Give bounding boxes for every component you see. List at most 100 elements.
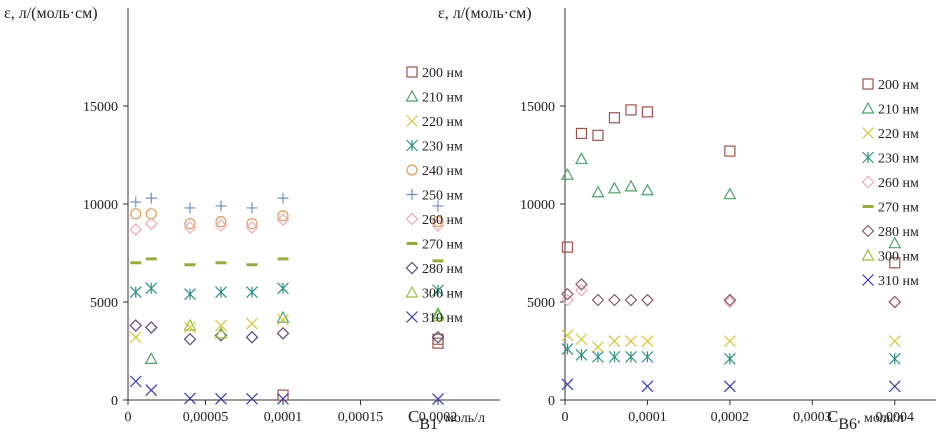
x-axis-label-main: С (827, 407, 838, 426)
data-point (183, 221, 197, 234)
y-tick-label: 15000 (520, 100, 555, 115)
data-point (432, 216, 444, 228)
legend-label: 230 нм (878, 152, 919, 167)
legend-marker (406, 115, 418, 127)
x-tick-label: 0,0004 (876, 410, 915, 425)
data-point (245, 330, 259, 344)
data-point (144, 352, 158, 364)
legend-label: 300 нм (878, 250, 919, 265)
legend-marker (406, 311, 418, 323)
legend-marker (862, 274, 874, 286)
data-point (276, 213, 290, 227)
data-point (432, 200, 444, 212)
data-point (246, 286, 258, 299)
data-point (145, 384, 158, 397)
legend-label: 270 нм (422, 238, 463, 253)
legend-label: 310 нм (422, 311, 463, 326)
data-point (625, 104, 637, 116)
data-point (575, 348, 588, 361)
x-axis-label-main: С (408, 407, 419, 426)
legend-marker (862, 151, 874, 164)
legend-label: 280 нм (422, 262, 463, 277)
data-point (130, 261, 142, 265)
data-point (591, 185, 605, 198)
data-point (592, 341, 604, 354)
legend-label: 220 нм (422, 115, 463, 130)
legend-label: 200 нм (422, 66, 463, 81)
series-7 (129, 213, 445, 236)
legend-label: 300 нм (422, 287, 463, 302)
data-point (641, 293, 654, 307)
data-point (561, 287, 574, 301)
legend-marker (862, 78, 874, 90)
legend-marker (406, 164, 418, 176)
data-point (277, 192, 289, 204)
data-point (145, 192, 157, 204)
series-5 (130, 208, 444, 230)
data-point (888, 295, 902, 309)
y-tick-label: 0 (111, 394, 118, 409)
data-point (130, 208, 142, 220)
data-point (245, 221, 259, 234)
data-point (277, 389, 289, 401)
data-point (607, 181, 621, 194)
data-point (431, 330, 445, 344)
data-point (888, 236, 902, 249)
data-point (246, 202, 258, 214)
x-tick-label: 0,0002 (419, 410, 458, 425)
data-point (184, 392, 196, 405)
data-point (184, 202, 196, 214)
data-point (591, 293, 605, 307)
data-point (723, 380, 736, 393)
data-point (574, 152, 589, 165)
data-point (723, 335, 736, 348)
data-point (641, 380, 654, 393)
series-1 (277, 333, 444, 401)
data-point (723, 187, 737, 200)
series-10 (183, 308, 445, 339)
series-4 (129, 282, 444, 301)
data-point (431, 219, 445, 232)
legend-label: 260 нм (422, 213, 463, 228)
legend-label: 250 нм (422, 189, 463, 204)
chart-panel-1: 0 5000 10000 15000 0 0,00005 0,0001 0,00015 0,00… (4, 5, 500, 433)
legend-marker (406, 139, 418, 152)
x-tick-label: 0,0001 (628, 410, 667, 425)
data-point (129, 375, 142, 388)
data-point (575, 127, 588, 140)
data-point (561, 293, 574, 307)
data-point (561, 343, 574, 355)
data-point (432, 333, 444, 345)
data-point (144, 321, 158, 334)
data-point (575, 278, 588, 291)
x-tick-label: 0,0003 (793, 410, 832, 425)
data-point (625, 335, 637, 348)
series-1 (561, 104, 901, 269)
data-point (184, 218, 196, 230)
data-point (640, 183, 654, 196)
legend-marker (405, 212, 419, 226)
legend-marker (406, 242, 418, 245)
legend-marker (406, 66, 418, 78)
data-point (184, 321, 196, 334)
data-point (277, 392, 289, 405)
data-point (723, 352, 736, 365)
data-point (432, 284, 444, 297)
x-axis-label: СВ6, моль/л (827, 407, 904, 433)
data-point (624, 179, 638, 192)
series-11 (129, 375, 444, 405)
data-point (184, 263, 196, 267)
x-tick-label: 0 (562, 410, 569, 425)
data-point (183, 332, 197, 346)
data-point (575, 283, 588, 297)
data-point (608, 335, 621, 348)
data-point (129, 286, 142, 299)
chart-panel-2: 0 5000 10000 15000 0 0,0001 0,0002 0,0003 0,0004… (438, 5, 936, 433)
data-point (592, 350, 604, 363)
x-tick-label: 0 (125, 410, 132, 425)
legend-label: 210 нм (878, 103, 919, 118)
data-point (723, 295, 737, 309)
data-point (246, 218, 258, 230)
y-tick-label: 5000 (90, 296, 118, 311)
data-point (888, 295, 902, 309)
